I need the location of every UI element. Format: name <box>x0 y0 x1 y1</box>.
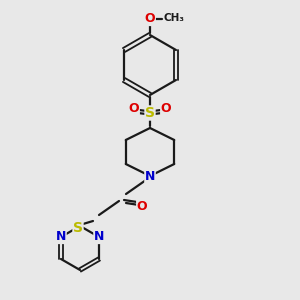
Text: N: N <box>94 230 104 244</box>
Text: S: S <box>73 221 83 235</box>
Text: O: O <box>137 200 147 212</box>
Text: O: O <box>145 13 155 26</box>
Text: O: O <box>161 101 171 115</box>
Text: CH₃: CH₃ <box>164 13 185 23</box>
Text: O: O <box>129 101 139 115</box>
Text: N: N <box>56 230 66 244</box>
Text: N: N <box>145 169 155 182</box>
Text: S: S <box>145 106 155 120</box>
